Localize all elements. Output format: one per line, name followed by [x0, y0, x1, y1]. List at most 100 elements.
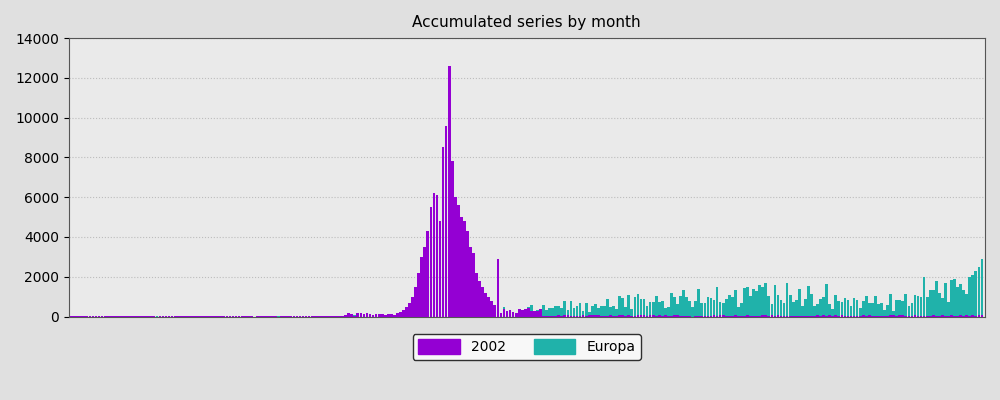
Bar [518, 309, 521, 316]
Bar [387, 314, 390, 316]
Bar [466, 314, 469, 316]
Bar [487, 311, 490, 316]
Bar [463, 314, 466, 316]
Bar [908, 306, 910, 316]
Bar [920, 297, 922, 316]
Bar [433, 193, 435, 316]
Bar [524, 309, 527, 316]
Bar [974, 271, 977, 316]
Bar [591, 315, 594, 316]
Bar [539, 311, 542, 316]
Bar [356, 315, 359, 316]
Bar [521, 314, 524, 316]
Bar [953, 279, 956, 316]
Bar [810, 294, 813, 316]
Bar [834, 295, 837, 316]
Bar [649, 315, 651, 316]
Bar [451, 161, 454, 316]
Bar [454, 314, 457, 316]
Bar [475, 273, 478, 316]
Bar [856, 300, 858, 316]
Bar [417, 273, 420, 316]
Bar [938, 293, 941, 316]
Bar [375, 314, 377, 316]
Bar [460, 315, 463, 316]
Bar [533, 314, 536, 316]
Bar [716, 287, 718, 316]
Bar [372, 315, 374, 316]
Bar [643, 315, 645, 316]
Bar [761, 315, 764, 316]
Bar [497, 314, 499, 316]
Bar [978, 315, 980, 316]
Bar [399, 312, 402, 316]
Bar [767, 296, 770, 316]
Bar [585, 303, 588, 316]
Bar [807, 286, 810, 316]
Bar [901, 315, 904, 316]
Bar [363, 314, 365, 316]
Bar [658, 315, 661, 316]
Bar [691, 306, 694, 316]
Bar [676, 315, 679, 316]
Bar [743, 288, 746, 316]
Bar [539, 309, 542, 316]
Bar [506, 314, 508, 316]
Bar [764, 283, 767, 316]
Bar [661, 301, 664, 316]
Bar [746, 315, 749, 316]
Bar [868, 315, 871, 316]
Bar [627, 315, 630, 316]
Bar [448, 66, 451, 316]
Bar [533, 312, 536, 316]
Bar [658, 302, 661, 316]
Bar [728, 295, 731, 316]
Bar [497, 259, 499, 316]
Bar [664, 308, 667, 316]
Bar [911, 303, 913, 316]
Bar [426, 231, 429, 316]
Bar [822, 297, 825, 316]
Bar [837, 300, 840, 316]
Bar [634, 298, 636, 316]
Bar [570, 301, 572, 316]
Bar [567, 310, 569, 316]
Bar [789, 295, 792, 316]
Bar [749, 296, 752, 316]
Bar [886, 305, 889, 316]
Bar [621, 315, 624, 316]
Bar [959, 284, 962, 316]
Bar [646, 306, 648, 316]
Bar [478, 281, 481, 316]
Bar [366, 313, 368, 316]
Bar [493, 312, 496, 316]
Bar [560, 308, 563, 316]
Bar [828, 304, 831, 316]
Bar [950, 280, 953, 316]
Bar [563, 315, 566, 316]
Bar [493, 304, 496, 316]
Bar [816, 304, 819, 316]
Bar [597, 308, 600, 316]
Bar [877, 304, 880, 316]
Bar [981, 259, 983, 316]
Bar [466, 231, 469, 316]
Bar [390, 314, 393, 316]
Bar [883, 310, 886, 316]
Bar [862, 301, 865, 316]
Bar [618, 315, 621, 316]
Bar [536, 310, 539, 316]
Bar [527, 308, 530, 316]
Bar [344, 315, 347, 316]
Bar [500, 313, 502, 316]
Bar [917, 296, 919, 316]
Bar [350, 314, 353, 316]
Bar [530, 305, 533, 316]
Bar [798, 289, 801, 316]
Bar [914, 295, 916, 316]
Bar [688, 301, 691, 316]
Bar [761, 287, 764, 316]
Bar [804, 299, 807, 316]
Bar [469, 247, 472, 316]
Bar [697, 290, 700, 316]
